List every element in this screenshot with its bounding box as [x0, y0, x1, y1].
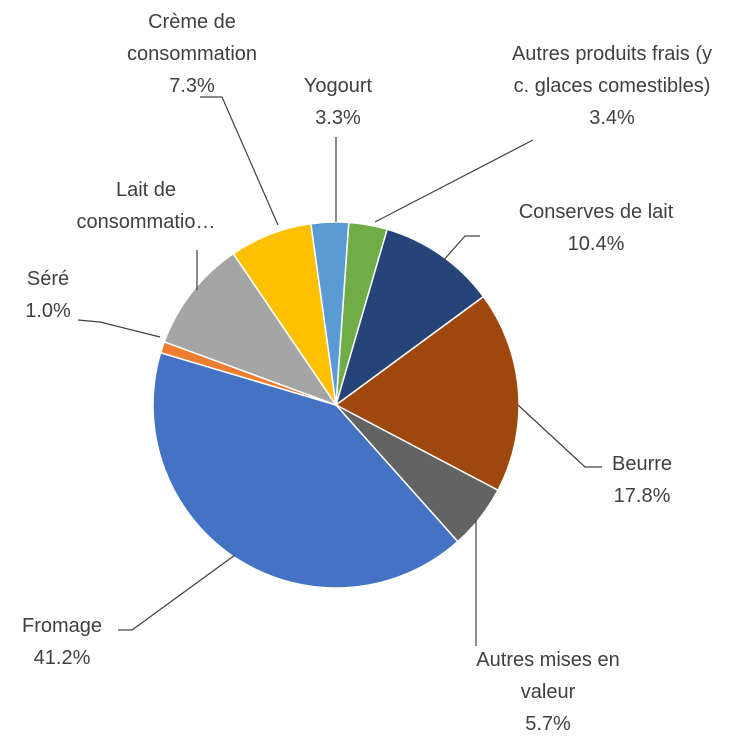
- value-label: 1.0%: [25, 300, 71, 322]
- category-name: Lait de consommatio…: [76, 179, 216, 233]
- leader-line: [77, 319, 161, 338]
- slice-label: Séré 1.0%: [8, 263, 88, 327]
- leader-line: [118, 554, 236, 631]
- pie-slice: [152, 351, 459, 589]
- category-name: Yogourt: [303, 75, 373, 97]
- leader-line: [374, 139, 534, 223]
- value-label: 3.3%: [315, 107, 361, 129]
- slice-label: Crème de consommation 7.3%: [107, 6, 277, 102]
- slice-label: Lait de consommatio…: [66, 174, 226, 238]
- slice-label: Autres mises en valeur 5.7%: [473, 644, 623, 740]
- slice-label: Fromage 41.2%: [7, 610, 117, 674]
- category-name: Crème de consommation: [126, 11, 258, 65]
- category-name: Autres produits frais (y c. glaces comes…: [511, 43, 713, 97]
- slice-label: Conserves de lait 10.4%: [491, 196, 701, 260]
- leader-line: [200, 96, 279, 226]
- leader-line: [517, 404, 602, 468]
- value-label: 5.7%: [525, 713, 571, 735]
- value-label: 41.2%: [33, 647, 91, 669]
- pie-slice: [163, 252, 338, 407]
- category-name: Conserves de lait: [518, 201, 674, 223]
- category-name: Autres mises en valeur: [476, 649, 620, 703]
- value-label: 7.3%: [169, 75, 215, 97]
- value-label: 17.8%: [613, 485, 671, 507]
- slice-label: Yogourt 3.3%: [283, 70, 393, 134]
- slice-label: Autres produits frais (y c. glaces comes…: [507, 38, 717, 134]
- value-label: 3.4%: [589, 107, 635, 129]
- pie-slice: [334, 228, 485, 407]
- slice-label: Beurre 17.8%: [582, 448, 702, 512]
- category-name: Séré: [26, 268, 70, 290]
- leader-line: [441, 235, 480, 263]
- category-name: Fromage: [21, 615, 103, 637]
- pie-slice: [334, 295, 520, 492]
- value-label: 10.4%: [567, 233, 625, 255]
- category-name: Beurre: [611, 453, 673, 475]
- pie-slice: [310, 221, 350, 406]
